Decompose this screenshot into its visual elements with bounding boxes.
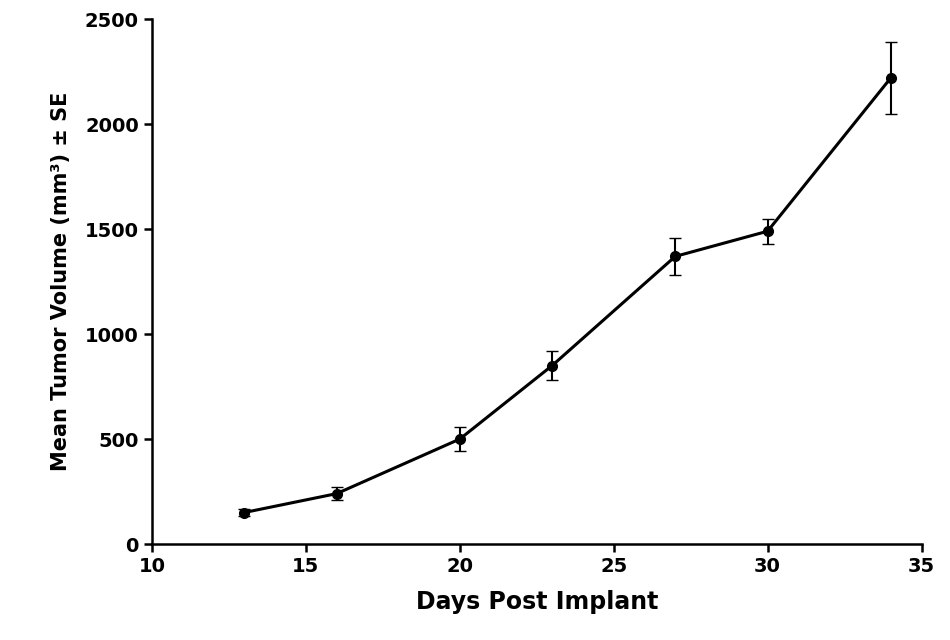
Y-axis label: Mean Tumor Volume (mm³) ± SE: Mean Tumor Volume (mm³) ± SE bbox=[51, 92, 71, 471]
X-axis label: Days Post Implant: Days Post Implant bbox=[415, 590, 658, 614]
